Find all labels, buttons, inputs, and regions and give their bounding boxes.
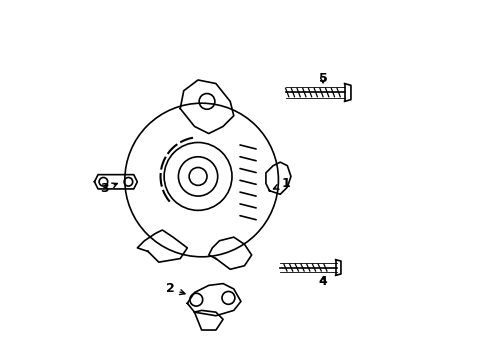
Text: 1: 1 <box>273 177 289 190</box>
Text: 4: 4 <box>318 275 327 288</box>
Text: 3: 3 <box>100 183 117 195</box>
Text: 2: 2 <box>165 283 184 296</box>
Text: 5: 5 <box>318 72 327 85</box>
